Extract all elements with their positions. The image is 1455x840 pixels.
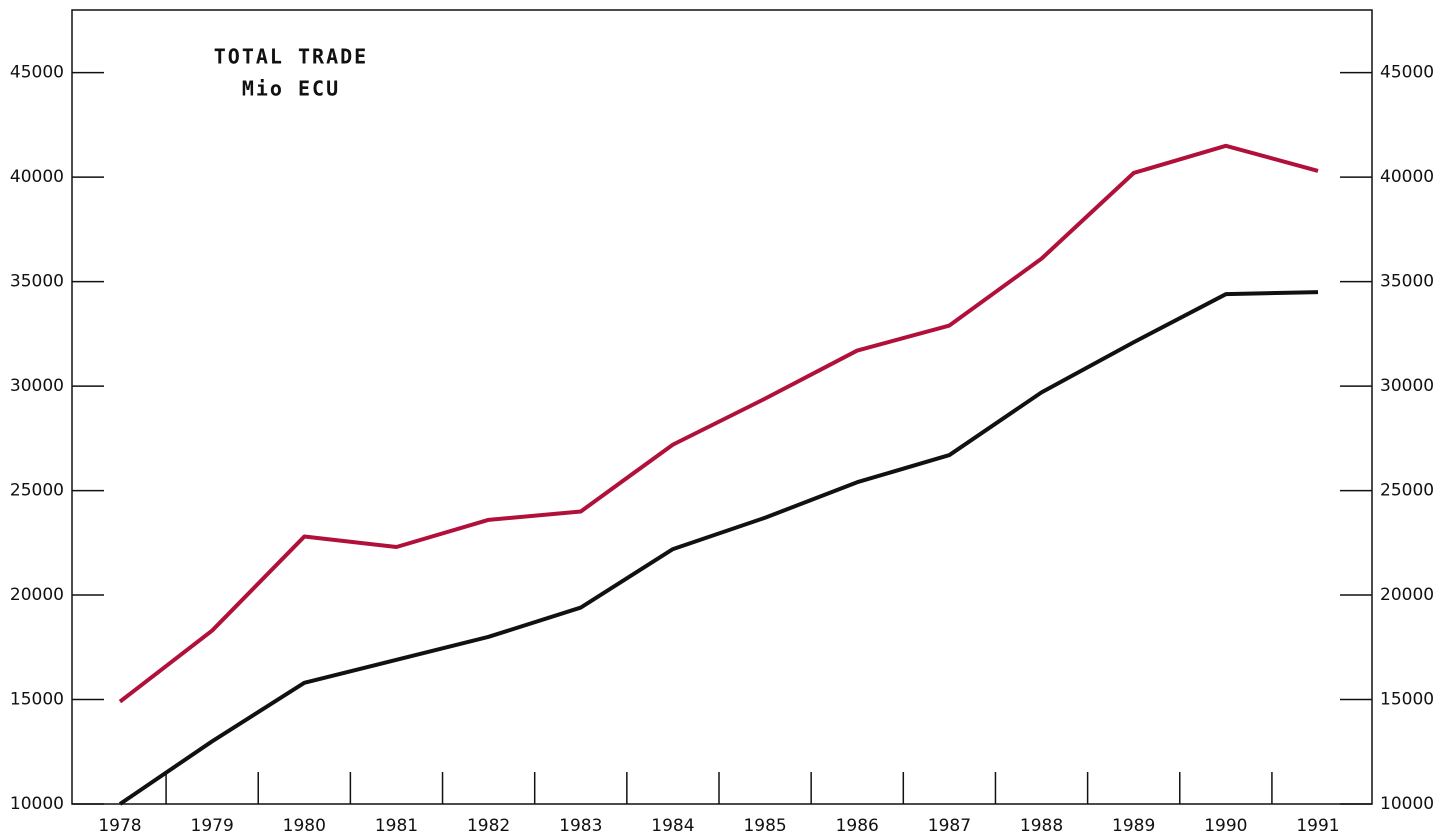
y-tick-label: 30000 [10, 376, 64, 396]
x-tick-label: 1987 [928, 816, 971, 836]
y2-tick-label: 25000 [1380, 481, 1434, 501]
y2-tick-label: 30000 [1380, 376, 1434, 396]
y-tick-label: 20000 [10, 585, 64, 605]
x-tick-label: 1979 [191, 816, 234, 836]
y-tick-label: 35000 [10, 272, 64, 292]
x-tick-label: 1982 [467, 816, 510, 836]
y2-tick-label: 20000 [1380, 585, 1434, 605]
plot-frame [71, 9, 1373, 805]
y2-tick-label: 15000 [1380, 690, 1434, 710]
y-tick-label: 25000 [10, 481, 64, 501]
x-tick-label: 1989 [1112, 816, 1155, 836]
y2-tick-label: 10000 [1380, 794, 1434, 814]
x-tick-label: 1981 [375, 816, 418, 836]
series-line [118, 143, 1319, 704]
y2-tick-label: 40000 [1380, 167, 1434, 187]
y-tick-label: 15000 [10, 690, 64, 710]
y2-tick-label: 35000 [1380, 272, 1434, 292]
x-tick-label: 1978 [98, 816, 141, 836]
x-tick-label: 1986 [836, 816, 879, 836]
x-tick-label: 1990 [1204, 816, 1247, 836]
x-tick-label: 1984 [651, 816, 694, 836]
x-tick-label: 1988 [1020, 816, 1063, 836]
y-tick-label: 10000 [10, 794, 64, 814]
y-tick-label: 40000 [10, 167, 64, 187]
x-tick-label: 1985 [743, 816, 786, 836]
x-tick-label: 1980 [283, 816, 326, 836]
chart-subtitle: Mio ECU [242, 77, 340, 101]
y-tick-label: 45000 [10, 63, 64, 83]
x-tick-label: 1991 [1296, 816, 1339, 836]
series-line [118, 290, 1319, 806]
y2-tick-label: 45000 [1380, 63, 1434, 83]
x-tick-label: 1983 [559, 816, 602, 836]
chart-title: TOTAL TRADE [214, 45, 368, 69]
